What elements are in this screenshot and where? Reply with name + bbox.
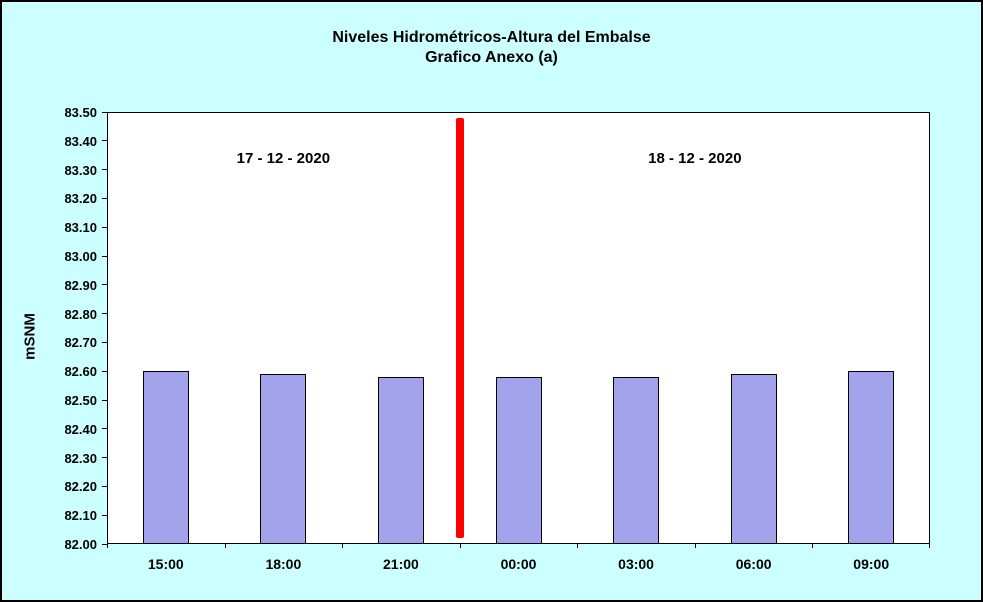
date-label-left: 17 - 12 - 2020 bbox=[236, 150, 331, 167]
y-axis-tick-label: 82.70 bbox=[64, 335, 97, 351]
y-axis-tick-mark bbox=[102, 485, 107, 487]
y-axis-tick-mark bbox=[102, 255, 107, 257]
y-axis-tick-mark bbox=[102, 370, 107, 372]
y-axis-tick-label: 83.30 bbox=[64, 162, 97, 178]
x-axis-tick-label: 15:00 bbox=[147, 556, 184, 572]
x-axis-tick-label: 21:00 bbox=[383, 556, 419, 572]
date-label-right: 18 - 12 - 2020 bbox=[648, 150, 742, 167]
y-axis-tick-mark bbox=[102, 543, 107, 545]
y-axis-tick-label: 83.50 bbox=[64, 105, 97, 120]
y-axis-tick-mark bbox=[102, 169, 107, 171]
y-axis-tick-mark bbox=[102, 514, 107, 516]
y-axis-tick-label: 82.10 bbox=[64, 508, 97, 524]
y-axis-tick-label: 83.10 bbox=[64, 220, 97, 236]
x-axis-tick-mark bbox=[812, 544, 814, 548]
y-axis-tick-mark bbox=[102, 428, 107, 430]
bar-18:00 bbox=[260, 374, 307, 544]
x-axis-tick-label: 00:00 bbox=[500, 556, 537, 572]
y-axis-tick-label: 82.50 bbox=[64, 393, 97, 408]
x-axis-tick-mark bbox=[577, 544, 579, 548]
y-axis-tick-label: 83.00 bbox=[64, 249, 97, 264]
bar-09:00 bbox=[848, 371, 895, 544]
bar-15:00 bbox=[142, 371, 189, 544]
x-axis-tick-mark bbox=[342, 544, 344, 548]
y-axis-tick-mark bbox=[102, 457, 107, 459]
x-axis-tick-mark bbox=[224, 544, 226, 548]
bar-03:00 bbox=[613, 376, 660, 544]
x-axis-tick-mark bbox=[694, 544, 696, 548]
y-axis-tick-label: 82.40 bbox=[64, 421, 97, 437]
x-axis-tick-mark bbox=[107, 544, 108, 548]
chart-title: Niveles Hidrométricos-Altura del Embalse… bbox=[2, 28, 981, 68]
y-axis-tick-mark bbox=[102, 140, 107, 142]
y-axis-tick-mark bbox=[102, 284, 107, 286]
y-axis-tick-label: 82.20 bbox=[64, 479, 97, 495]
y-axis-tick-mark bbox=[102, 399, 107, 401]
bar-00:00 bbox=[495, 376, 542, 544]
date-divider-line bbox=[455, 117, 464, 539]
x-axis-tick-mark bbox=[929, 544, 930, 548]
x-axis-tick-mark bbox=[459, 544, 461, 548]
y-axis-tick-mark bbox=[102, 226, 107, 228]
y-axis-tick-label: 83.40 bbox=[64, 133, 97, 149]
y-axis-tick-label: 83.20 bbox=[64, 191, 97, 207]
y-axis-tick-mark bbox=[102, 197, 107, 199]
y-axis-tick-label: 82.90 bbox=[64, 277, 97, 293]
x-axis-tick-label: 06:00 bbox=[735, 556, 772, 572]
x-axis-tick-label: 09:00 bbox=[853, 556, 890, 572]
y-axis-tick-mark bbox=[102, 341, 107, 343]
x-axis-tick-label: 18:00 bbox=[265, 556, 302, 572]
y-axis-tick-mark bbox=[102, 111, 107, 113]
y-axis-tick-label: 82.00 bbox=[64, 537, 97, 552]
bar-21:00 bbox=[377, 376, 424, 544]
y-axis-tick-label: 82.80 bbox=[64, 306, 97, 322]
y-axis-tick-label: 82.30 bbox=[64, 450, 97, 466]
x-axis-tick-label: 03:00 bbox=[618, 556, 654, 572]
bar-06:00 bbox=[730, 374, 777, 544]
y-axis-tick-label: 82.60 bbox=[64, 364, 97, 380]
y-axis-tick-mark bbox=[102, 313, 107, 315]
chart-title-line2: Grafico Anexo (a) bbox=[425, 49, 558, 66]
y-axis-title: mSNM bbox=[21, 313, 39, 360]
chart-title-line1: Niveles Hidrométricos-Altura del Embalse bbox=[332, 29, 651, 46]
